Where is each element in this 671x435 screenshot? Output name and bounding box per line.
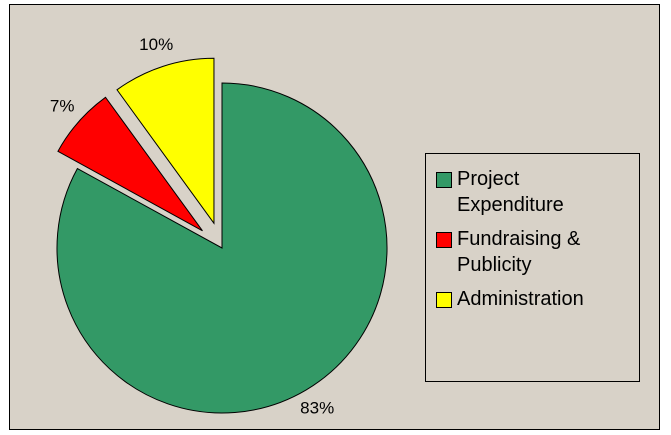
legend-label: Project Expenditure: [457, 168, 564, 216]
legend-swatch: [436, 172, 452, 188]
pie-slice: [56, 82, 388, 414]
legend-label: Administration: [457, 288, 584, 310]
pie-slice: [116, 57, 215, 225]
legend-entry: Administration: [436, 286, 631, 312]
legend-label: Fundraising & Publicity: [457, 228, 581, 276]
legend-entry: Fundraising & Publicity: [436, 226, 631, 278]
legend-entry: Project Expenditure: [436, 166, 631, 218]
legend-swatch: [436, 292, 452, 308]
data-label: 7%: [50, 97, 75, 116]
legend: Project Expenditure Fundraising & Publici…: [425, 153, 640, 382]
data-label: 83%: [300, 398, 334, 417]
data-label: 10%: [139, 35, 173, 54]
pie-slice: [57, 96, 203, 232]
legend-swatch: [436, 232, 452, 248]
